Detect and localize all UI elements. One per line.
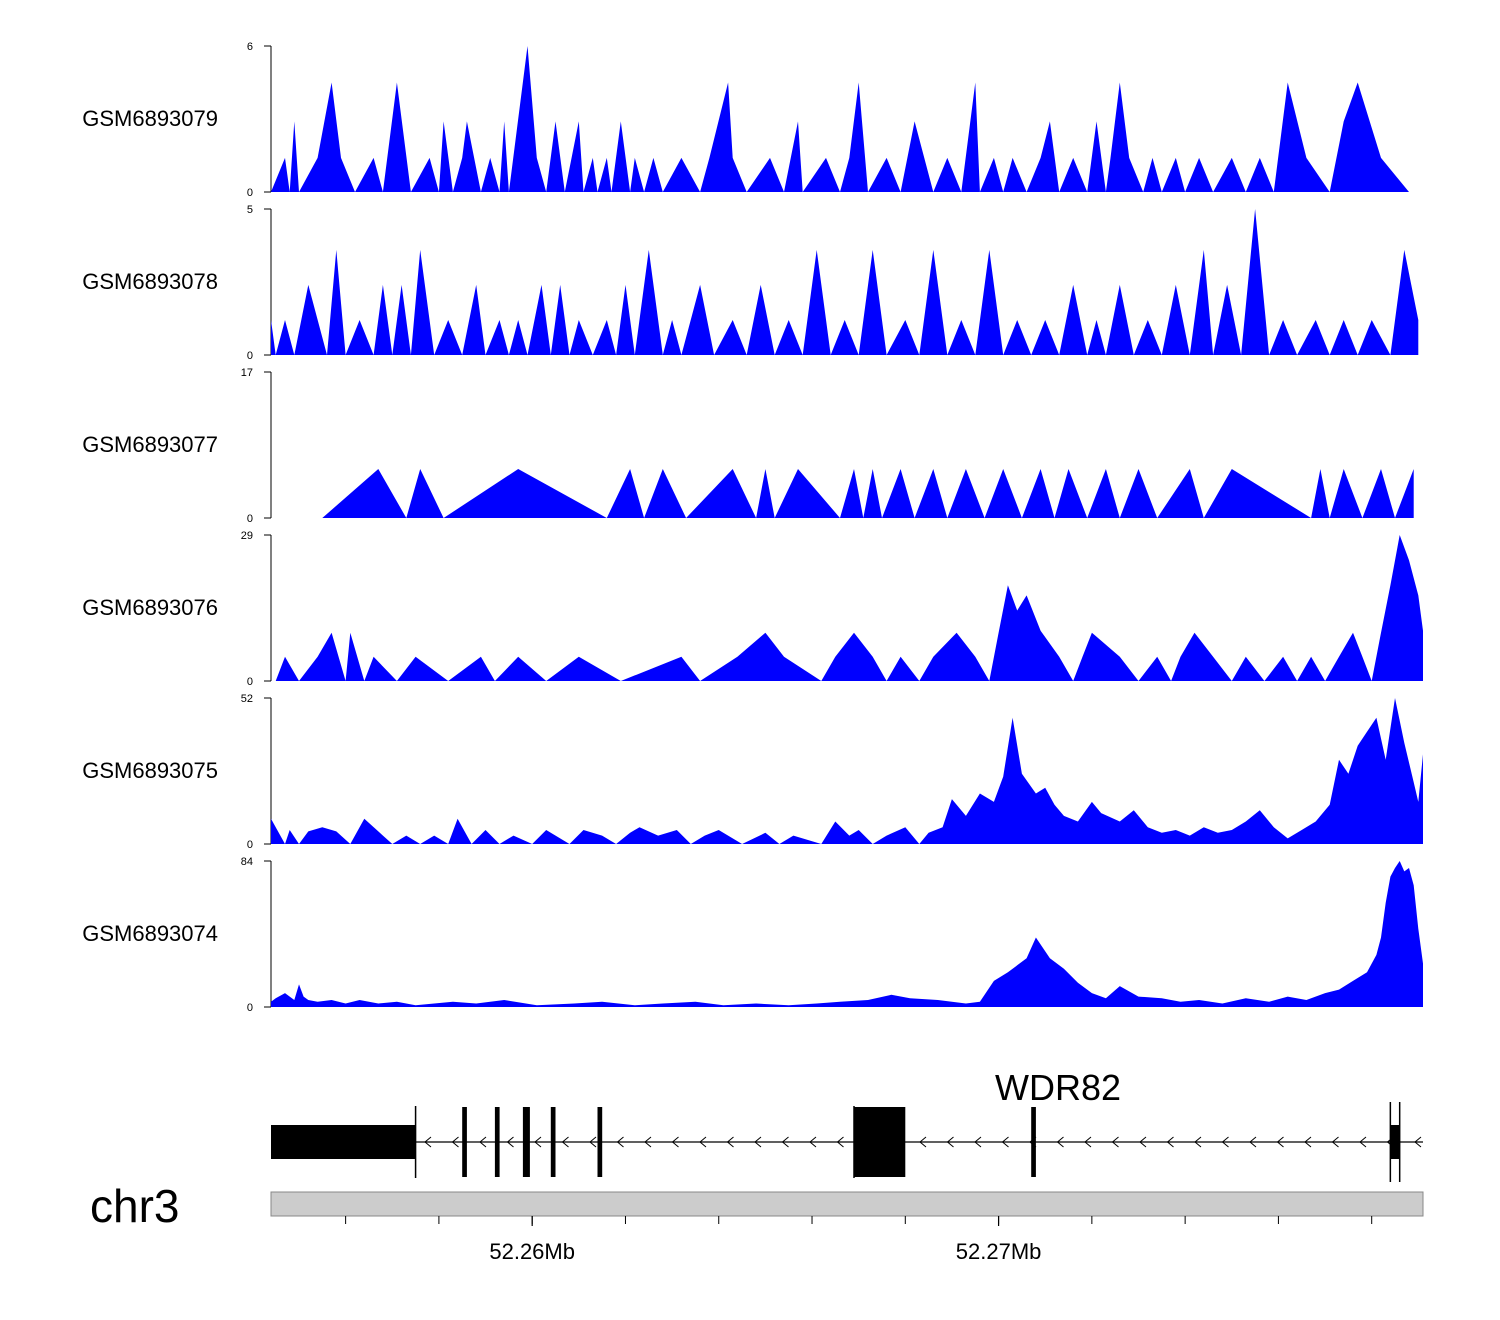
strand-arrow [1304, 1136, 1312, 1148]
coverage-area [271, 209, 1419, 355]
exon-block [597, 1107, 603, 1177]
strand-arrow [1194, 1136, 1202, 1148]
strand-arrow [836, 1136, 844, 1148]
strand-arrow [1084, 1136, 1092, 1148]
strand-arrow [671, 1136, 679, 1148]
y-min-tick-label: 0 [247, 676, 253, 688]
genome-axis: chr3 52.26Mb 52.27Mb [90, 1180, 1424, 1264]
exon-block [1031, 1107, 1036, 1177]
coverage-area [271, 698, 1423, 844]
track-name-label: GSM6893074 [82, 921, 218, 946]
strand-arrow [754, 1136, 762, 1148]
y-max-tick-label: 17 [241, 367, 253, 379]
track-name-label: GSM6893078 [82, 269, 218, 294]
track-GSM6893076: GSM6893076 29 0 [82, 530, 1424, 688]
strand-arrow [534, 1136, 542, 1148]
strand-arrow [506, 1136, 514, 1148]
data-tracks: GSM689307960GSM689307850GSM6893077170GSM… [82, 41, 1424, 1014]
gene-track: WDR82 [271, 1067, 1423, 1182]
chromosome-label: chr3 [90, 1180, 179, 1232]
strand-arrow [1359, 1136, 1367, 1148]
track-name-label: GSM6893077 [82, 432, 218, 457]
strand-arrow [726, 1136, 734, 1148]
strand-arrow [1166, 1136, 1174, 1148]
y-max-tick-label: 5 [247, 204, 253, 216]
track-GSM6893079: GSM6893079 6 0 [82, 41, 1409, 199]
chromosome-ideogram-bar [270, 1191, 1424, 1217]
exon-block [854, 1107, 906, 1177]
coverage-area [271, 861, 1423, 1007]
strand-arrow [809, 1136, 817, 1148]
track-name-label: GSM6893076 [82, 595, 218, 620]
strand-arrow [451, 1136, 459, 1148]
strand-arrow [424, 1136, 432, 1148]
coverage-area [322, 469, 1414, 518]
gene-label: WDR82 [995, 1067, 1121, 1108]
y-max-tick-label: 6 [247, 41, 253, 53]
y-max-tick-label: 29 [241, 530, 253, 542]
y-min-tick-label: 0 [247, 839, 253, 851]
strand-arrow [946, 1136, 954, 1148]
y-min-tick-label: 0 [247, 1002, 253, 1014]
y-min-tick-label: 0 [247, 187, 253, 199]
y-min-tick-label: 0 [247, 350, 253, 362]
strand-arrow [974, 1136, 982, 1148]
strand-arrow [1331, 1136, 1339, 1148]
strand-arrow [919, 1136, 927, 1148]
utr-exon-block [1390, 1125, 1400, 1159]
y-min-tick-label: 0 [247, 513, 253, 525]
strand-arrow [1139, 1136, 1147, 1148]
coverage-area [275, 535, 1424, 681]
strand-arrow [1111, 1136, 1119, 1148]
track-GSM6893078: GSM6893078 5 0 [82, 204, 1419, 362]
track-GSM6893074: GSM6893074 84 0 [82, 856, 1423, 1014]
strand-arrow [1056, 1136, 1064, 1148]
exon-block [550, 1107, 556, 1177]
strand-arrow [781, 1136, 789, 1148]
strand-arrow [1221, 1136, 1229, 1148]
strand-arrow [589, 1136, 597, 1148]
strand-arrow [1414, 1136, 1422, 1148]
axis-tick-label: 52.26Mb [489, 1239, 575, 1264]
strand-arrow [644, 1136, 652, 1148]
track-GSM6893077: GSM6893077 17 0 [82, 367, 1414, 525]
exon-block [462, 1107, 467, 1177]
strand-arrow [479, 1136, 487, 1148]
strand-arrow [561, 1136, 569, 1148]
strand-arrow [699, 1136, 707, 1148]
exon-block [522, 1107, 530, 1177]
track-GSM6893075: GSM6893075 52 0 [82, 693, 1423, 851]
exon-block [494, 1107, 500, 1177]
strand-arrow [1276, 1136, 1284, 1148]
y-max-tick-label: 52 [241, 693, 253, 705]
coverage-area [271, 46, 1409, 192]
strand-arrow [616, 1136, 624, 1148]
track-name-label: GSM6893079 [82, 106, 218, 131]
strand-arrow [1001, 1136, 1009, 1148]
strand-arrow [1249, 1136, 1257, 1148]
utr-exon-block [271, 1125, 416, 1159]
axis-tick-label: 52.27Mb [956, 1239, 1042, 1264]
y-max-tick-label: 84 [241, 856, 253, 868]
track-name-label: GSM6893075 [82, 758, 218, 783]
